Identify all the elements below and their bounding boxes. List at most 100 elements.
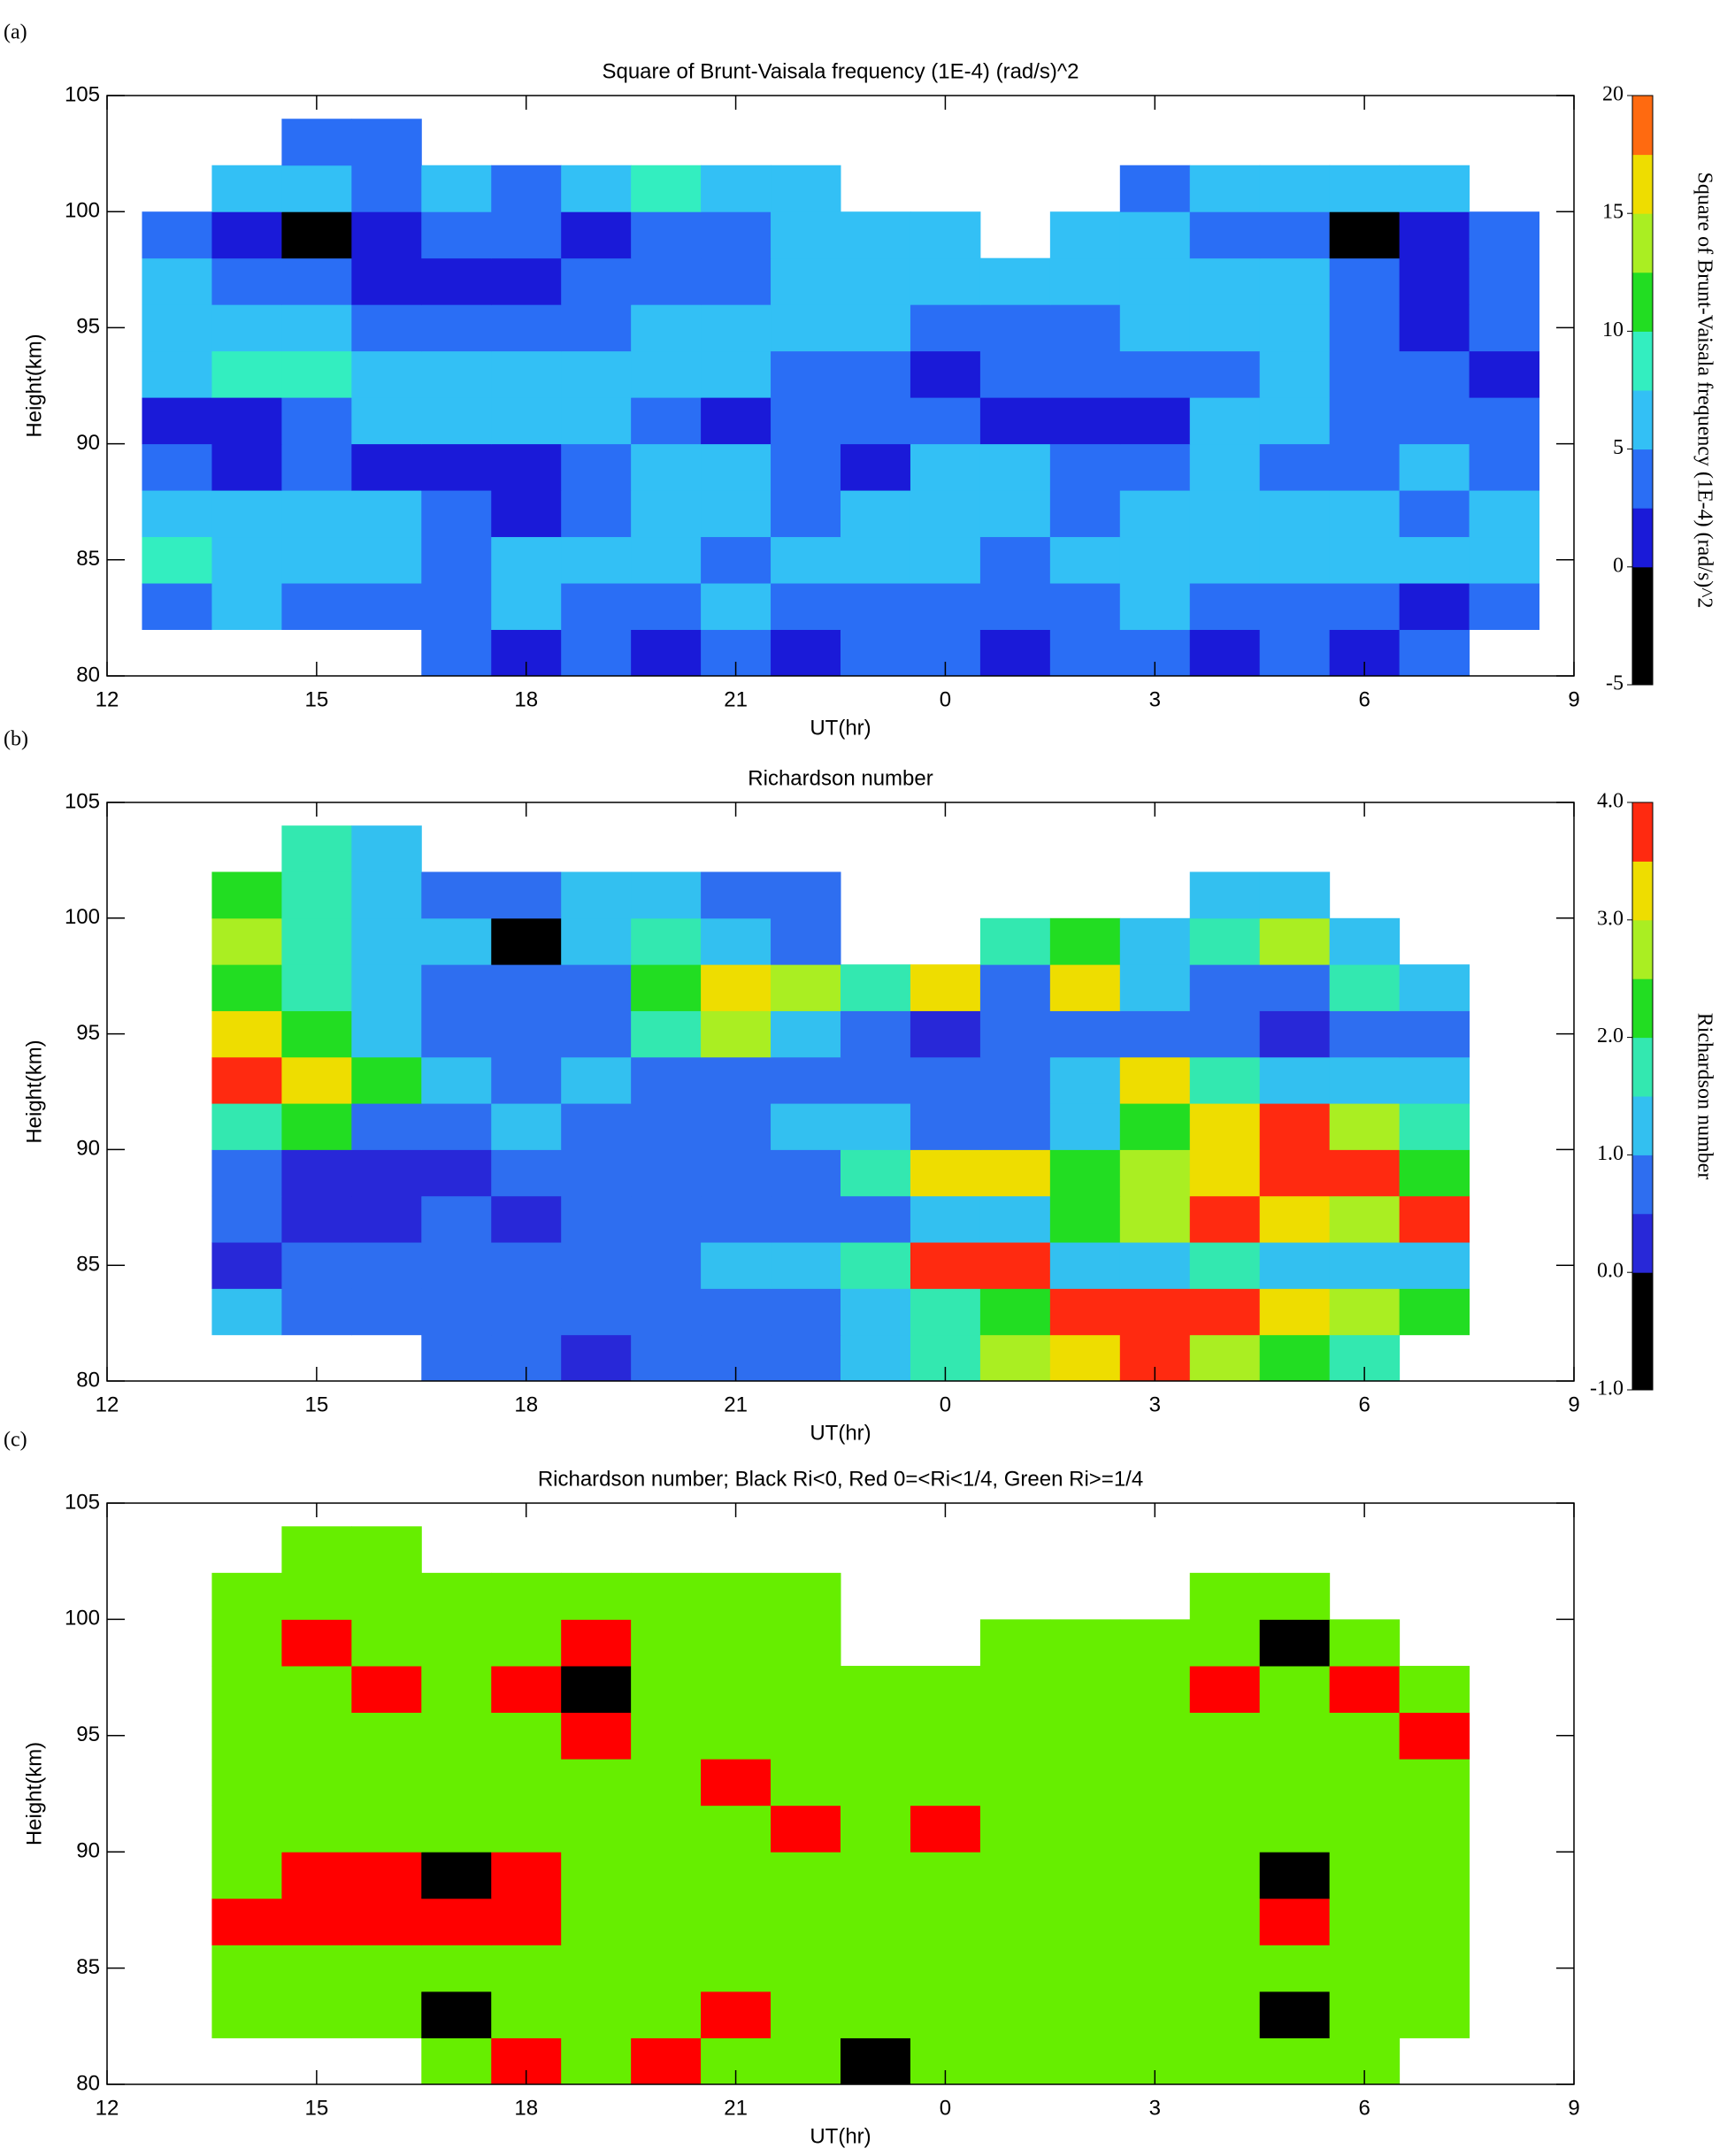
x-tick-label: 12 xyxy=(96,687,119,711)
heatmap-cell xyxy=(1259,1056,1331,1104)
heatmap-cell xyxy=(979,1991,1051,2038)
heatmap-cell xyxy=(421,871,492,919)
heatmap-cell xyxy=(841,443,911,491)
heatmap-cell xyxy=(351,1619,422,1667)
heatmap-cell xyxy=(491,257,562,305)
heatmap-cell xyxy=(631,2037,702,2085)
heatmap-cell xyxy=(421,350,492,398)
heatmap-cell xyxy=(979,490,1051,538)
heatmap-cell xyxy=(281,304,352,352)
heatmap-cell xyxy=(1469,350,1540,398)
heatmap-cell xyxy=(910,1945,981,1992)
heatmap-cell xyxy=(211,304,282,352)
heatmap-cell xyxy=(701,1898,772,1945)
heatmap-cell xyxy=(1399,964,1470,1011)
heatmap-cell xyxy=(1119,443,1191,491)
heatmap-cell xyxy=(1119,1195,1191,1243)
heatmap-cell xyxy=(1329,257,1401,305)
heatmap-cell xyxy=(771,1665,841,1714)
heatmap-cell xyxy=(1119,1712,1191,1760)
heatmap-cell xyxy=(841,490,911,538)
panel-title: Richardson number xyxy=(748,766,933,790)
heatmap-cell xyxy=(281,1665,352,1714)
heatmap-cell xyxy=(1399,1898,1470,1945)
heatmap-cell xyxy=(351,1852,422,1899)
heatmap-cell xyxy=(561,1056,632,1104)
heatmap-cell xyxy=(1049,1010,1121,1058)
heatmap-cell xyxy=(910,397,981,445)
heatmap-cell xyxy=(561,1010,632,1058)
heatmap-cell xyxy=(351,165,422,212)
heatmap-cell xyxy=(211,536,282,584)
heatmap-cell xyxy=(841,1805,911,1853)
heatmap-cell xyxy=(979,257,1051,305)
heatmap-cell xyxy=(771,1334,841,1382)
heatmap-cell xyxy=(491,1945,562,1992)
heatmap-cell xyxy=(841,1195,911,1243)
heatmap-cell xyxy=(281,257,352,305)
heatmap-cell xyxy=(421,1572,492,1620)
heatmap-cell xyxy=(1399,1010,1470,1058)
heatmap-cell xyxy=(979,350,1051,398)
heatmap-cell xyxy=(979,1010,1051,1058)
heatmap-cell xyxy=(1189,583,1261,631)
heatmap-cell xyxy=(1399,629,1470,677)
heatmap-cell xyxy=(1329,490,1401,538)
heatmap-cell xyxy=(631,583,702,631)
colorbar-band xyxy=(1632,861,1653,921)
heatmap-cell xyxy=(771,1712,841,1760)
heatmap-cell xyxy=(211,1242,282,1289)
heatmap-cell xyxy=(281,165,352,212)
heatmap-cell xyxy=(631,1898,702,1945)
heatmap-cell xyxy=(491,1852,562,1899)
heatmap-cell xyxy=(351,1010,422,1058)
colorbar-band xyxy=(1632,213,1653,273)
heatmap-cell xyxy=(771,1852,841,1899)
heatmap-cell xyxy=(1049,1852,1121,1899)
heatmap-cell xyxy=(1399,1852,1470,1899)
heatmap-cell xyxy=(211,1103,282,1150)
x-axis-label: UT(hr) xyxy=(810,1421,871,1445)
heatmap-cell xyxy=(701,1665,772,1714)
heatmap-cell xyxy=(351,1945,422,1992)
heatmap-cell xyxy=(1189,1852,1261,1899)
heatmap-cell xyxy=(281,119,352,166)
heatmap-cell xyxy=(1119,1852,1191,1899)
heatmap-cell xyxy=(142,443,212,491)
heatmap-cell xyxy=(1189,1759,1261,1807)
heatmap-cell xyxy=(701,1149,772,1197)
heatmap-cell xyxy=(1119,1619,1191,1667)
heatmap-cell xyxy=(1259,1572,1331,1620)
heatmap-cell xyxy=(1399,1991,1470,2038)
heatmap-cell xyxy=(281,1242,352,1289)
heatmap-cell xyxy=(281,964,352,1011)
heatmap-cell xyxy=(979,443,1051,491)
heatmap-cell xyxy=(910,1898,981,1945)
heatmap-cell xyxy=(631,1665,702,1714)
heatmap-cell xyxy=(701,1759,772,1807)
heatmap-cell xyxy=(1259,1805,1331,1853)
heatmap-cell xyxy=(1399,443,1470,491)
heatmap-cell xyxy=(281,1619,352,1667)
heatmap-cell xyxy=(421,1945,492,1992)
heatmap-cell xyxy=(491,1149,562,1197)
heatmap-cell xyxy=(631,165,702,212)
heatmap-cell xyxy=(491,211,562,259)
heatmap-cell xyxy=(421,1759,492,1807)
heatmap-cell xyxy=(979,1665,1051,1714)
heatmap-cell xyxy=(421,211,492,259)
heatmap-cell xyxy=(631,1195,702,1243)
heatmap-cell xyxy=(1399,536,1470,584)
y-tick-label: 105 xyxy=(65,1490,100,1514)
heatmap-cell xyxy=(1329,443,1401,491)
heatmap-cell xyxy=(910,1103,981,1150)
heatmap-cell xyxy=(281,1945,352,1992)
heatmap-cell xyxy=(771,165,841,212)
heatmap-cell xyxy=(701,211,772,259)
heatmap-cell xyxy=(910,1712,981,1760)
heatmap-cell xyxy=(1049,536,1121,584)
heatmap-cell xyxy=(491,583,562,631)
heatmap-cell xyxy=(910,1195,981,1243)
colorbar-tick-label: 10 xyxy=(1602,318,1624,341)
heatmap-cell xyxy=(561,1712,632,1760)
